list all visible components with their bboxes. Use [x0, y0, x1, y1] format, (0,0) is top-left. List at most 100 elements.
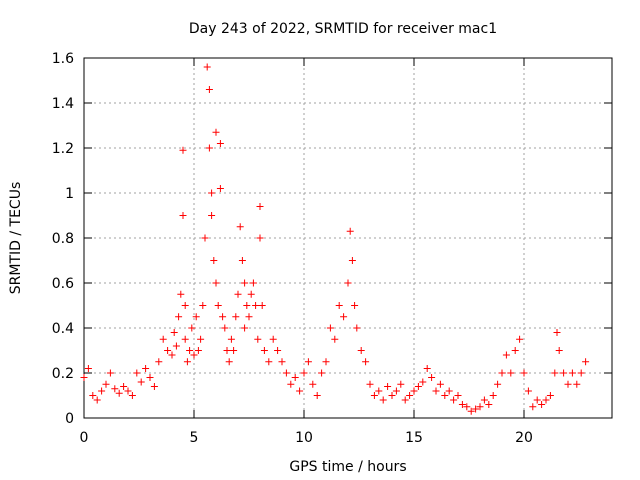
data-point — [137, 378, 145, 386]
data-point — [201, 234, 209, 242]
y-tick-label: 0 — [65, 411, 74, 427]
data-point — [436, 380, 444, 388]
data-point — [245, 313, 253, 321]
data-point — [480, 396, 488, 404]
data-point — [181, 335, 189, 343]
y-tick-label: 0.8 — [52, 231, 74, 247]
data-point — [181, 302, 189, 309]
data-point — [346, 227, 354, 235]
data-point — [274, 347, 282, 354]
x-axis-label: GPS time / hours — [289, 459, 406, 475]
data-point — [542, 396, 550, 404]
data-point — [93, 396, 101, 404]
data-point — [331, 335, 339, 343]
data-point — [183, 358, 191, 366]
data-point — [142, 365, 150, 372]
x-tick-label: 15 — [405, 430, 423, 446]
data-point — [551, 369, 559, 377]
data-point — [89, 392, 97, 399]
data-point — [247, 290, 255, 298]
x-tick-label: 5 — [190, 430, 199, 446]
data-point — [362, 358, 370, 366]
data-point — [555, 347, 563, 354]
data-point — [300, 369, 308, 377]
data-point — [236, 223, 244, 231]
data-point — [234, 290, 242, 298]
data-point — [172, 342, 180, 350]
data-point — [291, 374, 299, 381]
data-point — [179, 212, 187, 219]
data-point — [241, 324, 249, 332]
data-point — [450, 396, 458, 404]
data-point — [467, 407, 475, 415]
data-point — [489, 392, 497, 399]
data-point — [560, 369, 568, 377]
data-point — [309, 380, 317, 388]
data-point — [216, 185, 224, 192]
data-point — [212, 128, 220, 136]
data-point — [216, 140, 224, 147]
data-point — [304, 358, 312, 366]
data-point — [379, 396, 387, 404]
data-point — [249, 279, 257, 287]
data-point — [256, 234, 264, 242]
data-point — [529, 403, 537, 411]
data-point — [520, 369, 528, 377]
data-point — [351, 302, 359, 309]
data-point — [384, 383, 392, 390]
grid-lines — [84, 58, 612, 418]
data-point — [124, 387, 132, 395]
y-tick-label: 1.4 — [52, 96, 74, 112]
data-point — [577, 369, 585, 377]
data-point — [538, 401, 546, 408]
data-point — [388, 392, 396, 399]
x-tick-label: 0 — [80, 430, 89, 446]
data-point — [498, 369, 506, 377]
data-point — [188, 324, 196, 332]
data-point — [511, 347, 519, 354]
x-tick-label: 10 — [295, 430, 313, 446]
data-point — [432, 387, 440, 395]
data-point — [243, 302, 251, 309]
data-point — [252, 302, 260, 309]
data-point — [313, 392, 321, 399]
data-point — [458, 401, 466, 408]
data-point — [573, 380, 581, 388]
y-tick-label: 1.6 — [52, 51, 74, 67]
data-point — [414, 383, 422, 390]
data-point — [197, 335, 205, 343]
y-tick-label: 1 — [65, 186, 74, 202]
data-point — [214, 302, 222, 309]
data-point — [194, 347, 202, 354]
data-point — [370, 392, 378, 399]
data-point — [120, 383, 128, 390]
data-point — [219, 313, 227, 321]
data-point — [208, 212, 216, 219]
y-axis-ticks: 0 0.2 0.4 0.6 0.8 1 1.2 1.4 1.6 — [52, 51, 612, 427]
data-point — [401, 396, 409, 404]
data-point — [179, 146, 187, 154]
data-point — [348, 257, 356, 264]
data-point — [326, 324, 334, 332]
data-point — [115, 389, 123, 397]
x-tick-label: 20 — [515, 430, 533, 446]
data-point — [111, 385, 119, 393]
data-point — [428, 374, 436, 381]
data-point — [502, 351, 510, 359]
data-point — [419, 378, 427, 386]
data-point — [296, 387, 304, 395]
data-point — [199, 302, 207, 309]
data-point — [375, 387, 383, 395]
x-axis-ticks: 0 5 10 15 20 — [80, 58, 533, 446]
y-tick-label: 1.2 — [52, 141, 74, 157]
data-points — [80, 63, 590, 415]
data-point — [454, 392, 462, 399]
data-point — [256, 203, 264, 210]
data-point — [210, 257, 218, 264]
data-point — [170, 329, 178, 336]
data-point — [533, 396, 541, 404]
data-point — [507, 369, 515, 377]
data-point — [177, 290, 185, 298]
data-point — [186, 347, 194, 354]
data-point — [546, 392, 554, 399]
